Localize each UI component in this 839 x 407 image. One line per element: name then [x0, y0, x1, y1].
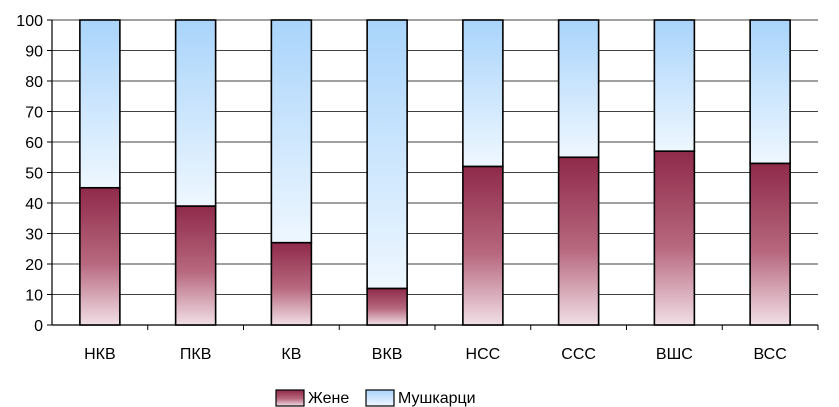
bar-women-6 [557, 156, 600, 326]
y-tick-label: 60 [25, 135, 43, 152]
legend-swatch-men [365, 389, 395, 407]
bar-men-4 [366, 19, 408, 290]
y-tick-labels: 0 10 20 30 40 50 60 70 80 90 100 [16, 13, 43, 335]
y-tick-label: 20 [25, 257, 43, 274]
bar-men-8 [749, 19, 791, 165]
x-category-label: ВКВ [372, 346, 403, 363]
bar-men-3 [270, 19, 313, 244]
y-tick-label: 50 [25, 166, 43, 183]
y-tick-label: 100 [16, 13, 43, 30]
bar-women-1 [79, 186, 121, 326]
y-tick-label: 30 [25, 227, 43, 244]
y-tick-label: 40 [25, 196, 43, 213]
bar-men-5 [462, 19, 504, 168]
bars [79, 19, 791, 326]
bar-women-3 [270, 241, 313, 326]
x-category-label: ПКВ [180, 346, 212, 363]
x-category-label: ВШС [656, 346, 693, 363]
x-category-label: ССС [561, 346, 596, 363]
y-tick-label: 10 [25, 288, 43, 305]
legend: Жене Мушкарци [275, 389, 476, 407]
x-category-label: ВСС [754, 346, 787, 363]
y-tick-label: 90 [25, 44, 43, 61]
axes [47, 19, 819, 330]
x-category-label: НСС [466, 346, 501, 363]
y-tick-label: 0 [34, 318, 43, 335]
bar-men-7 [653, 19, 696, 152]
bar-women-4 [366, 287, 408, 326]
bar-women-8 [749, 162, 791, 326]
y-tick-label: 80 [25, 74, 43, 91]
bar-women-5 [462, 165, 504, 326]
y-tick-label: 70 [25, 105, 43, 122]
legend-label-men: Мушкарци [398, 390, 476, 407]
x-category-labels: НКВ ПКВ КВ ВКВ НСС ССС ВШС ВСС [84, 346, 787, 363]
bar-men-1 [79, 19, 121, 189]
bar-men-2 [174, 19, 217, 207]
bar-men-6 [557, 19, 600, 159]
x-category-label: НКВ [84, 346, 116, 363]
x-category-label: КВ [281, 346, 301, 363]
legend-swatch-women [275, 389, 305, 407]
bar-women-2 [174, 205, 217, 326]
bar-women-7 [653, 150, 696, 326]
grid-lines [52, 19, 818, 295]
legend-label-women: Жене [308, 390, 349, 407]
